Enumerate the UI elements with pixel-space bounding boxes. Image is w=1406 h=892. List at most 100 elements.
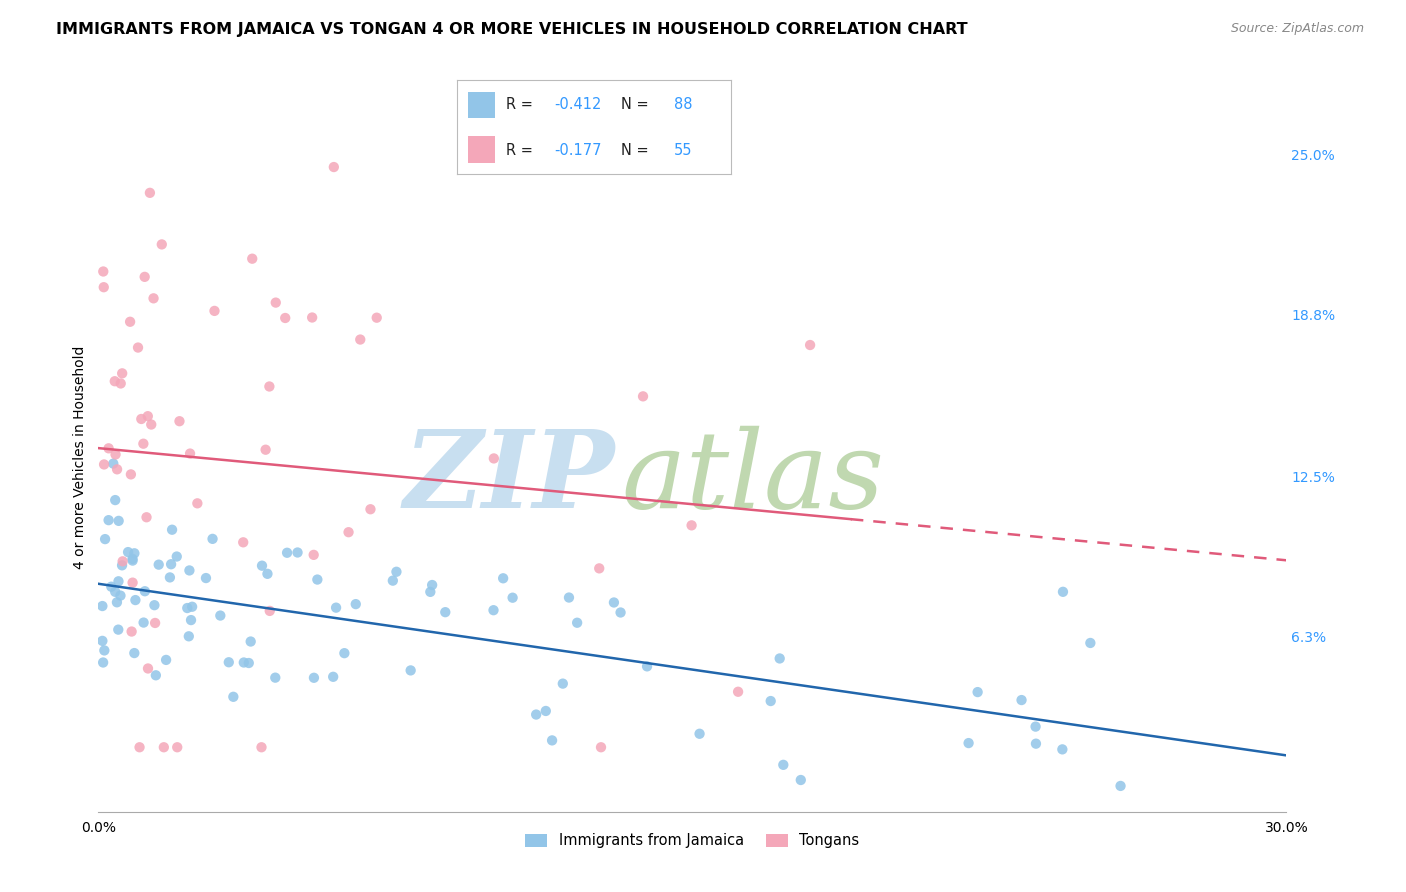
- Point: [799, 338, 821, 352]
- Point: [176, 601, 198, 615]
- Point: [636, 659, 658, 673]
- Text: N =: N =: [621, 96, 654, 112]
- Point: [524, 707, 547, 722]
- Point: [104, 374, 127, 388]
- Point: [565, 615, 588, 630]
- Point: [359, 502, 381, 516]
- Point: [94, 532, 117, 546]
- Point: [551, 676, 574, 690]
- Point: [136, 661, 159, 675]
- Point: [107, 514, 129, 528]
- Point: [385, 565, 408, 579]
- Point: [558, 591, 581, 605]
- Point: [136, 409, 159, 424]
- Point: [107, 623, 129, 637]
- Point: [366, 310, 388, 325]
- Y-axis label: 4 or more Vehicles in Household: 4 or more Vehicles in Household: [73, 345, 87, 569]
- Point: [124, 546, 146, 560]
- Point: [142, 291, 165, 305]
- Point: [209, 608, 232, 623]
- Point: [1080, 636, 1102, 650]
- Legend: Immigrants from Jamaica, Tongans: Immigrants from Jamaica, Tongans: [520, 828, 865, 854]
- Text: IMMIGRANTS FROM JAMAICA VS TONGAN 4 OR MORE VEHICLES IN HOUSEHOLD CORRELATION CH: IMMIGRANTS FROM JAMAICA VS TONGAN 4 OR M…: [56, 22, 967, 37]
- Point: [322, 160, 344, 174]
- Point: [534, 704, 557, 718]
- Point: [153, 740, 176, 755]
- Point: [337, 525, 360, 540]
- Point: [1052, 584, 1074, 599]
- Point: [239, 634, 262, 648]
- Point: [259, 604, 281, 618]
- Point: [177, 629, 200, 643]
- Point: [121, 624, 143, 639]
- Point: [131, 412, 153, 426]
- Bar: [468, 92, 495, 118]
- Point: [276, 546, 298, 560]
- Point: [1052, 742, 1074, 756]
- Point: [344, 597, 367, 611]
- Point: [689, 727, 711, 741]
- Point: [218, 655, 240, 669]
- Point: [121, 553, 143, 567]
- Point: [91, 599, 114, 613]
- Point: [124, 593, 146, 607]
- Point: [91, 633, 114, 648]
- Point: [141, 417, 163, 432]
- Point: [333, 646, 356, 660]
- Point: [482, 603, 505, 617]
- Point: [105, 595, 128, 609]
- Point: [259, 379, 281, 393]
- Text: -0.412: -0.412: [554, 96, 602, 112]
- Point: [180, 613, 202, 627]
- Point: [110, 589, 132, 603]
- Point: [143, 598, 166, 612]
- Point: [631, 389, 654, 403]
- Point: [155, 653, 177, 667]
- Point: [264, 671, 287, 685]
- Point: [419, 585, 441, 599]
- Point: [302, 671, 325, 685]
- Point: [790, 772, 813, 787]
- Point: [148, 558, 170, 572]
- Point: [759, 694, 782, 708]
- Point: [240, 252, 263, 266]
- Point: [609, 606, 631, 620]
- Point: [325, 600, 347, 615]
- Point: [492, 571, 515, 585]
- Point: [179, 446, 201, 460]
- Point: [104, 584, 127, 599]
- Point: [128, 740, 150, 755]
- Point: [135, 510, 157, 524]
- Point: [381, 574, 404, 588]
- Point: [93, 643, 115, 657]
- Point: [93, 458, 115, 472]
- Point: [541, 733, 564, 747]
- Point: [124, 646, 146, 660]
- Point: [957, 736, 980, 750]
- Point: [179, 564, 201, 578]
- Point: [222, 690, 245, 704]
- Point: [772, 757, 794, 772]
- Point: [150, 237, 173, 252]
- Point: [117, 545, 139, 559]
- Text: atlas: atlas: [621, 425, 884, 531]
- Point: [104, 448, 127, 462]
- Point: [166, 549, 188, 564]
- Point: [287, 545, 309, 559]
- Point: [256, 566, 278, 581]
- Point: [120, 467, 142, 482]
- Point: [966, 685, 988, 699]
- Point: [169, 414, 191, 428]
- Point: [250, 740, 273, 755]
- Point: [1011, 693, 1033, 707]
- Point: [132, 615, 155, 630]
- Point: [110, 376, 132, 391]
- Point: [120, 315, 142, 329]
- Bar: [468, 136, 495, 162]
- Point: [254, 442, 277, 457]
- Point: [139, 186, 162, 200]
- Point: [143, 615, 166, 630]
- Point: [204, 304, 226, 318]
- Text: R =: R =: [506, 143, 538, 158]
- Point: [307, 573, 329, 587]
